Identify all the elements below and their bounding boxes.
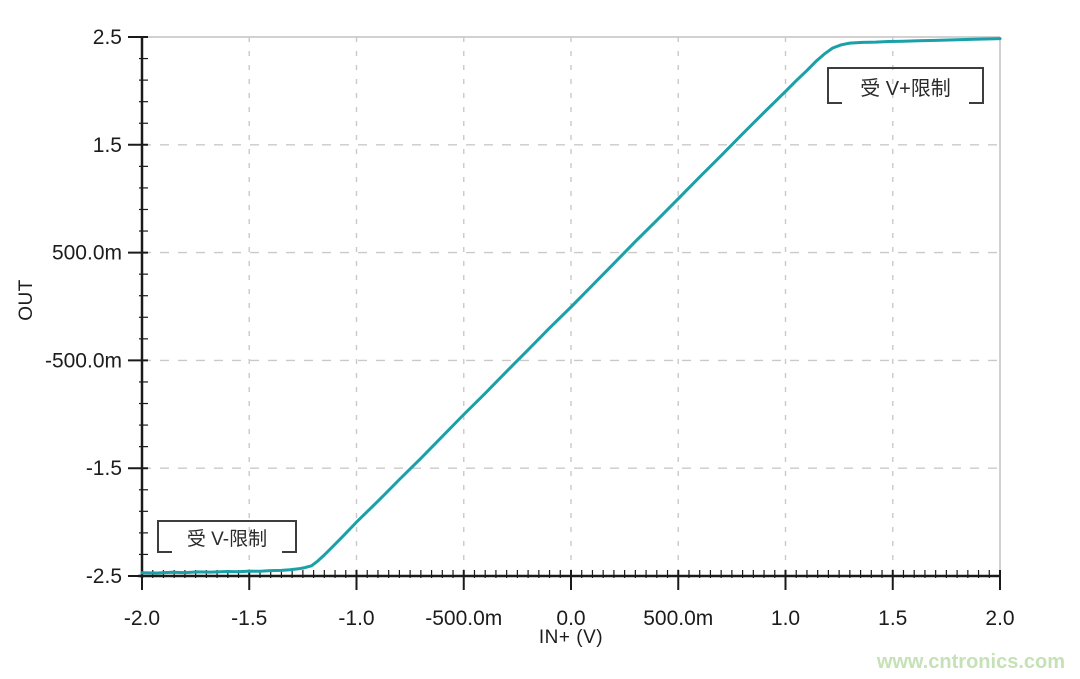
y-tick-label: -500.0m bbox=[45, 349, 122, 372]
annotation-v-minus-text: 受 V-限制 bbox=[186, 529, 268, 550]
x-tick-label: 500.0m bbox=[643, 607, 713, 630]
y-tick-label: -2.5 bbox=[86, 565, 122, 588]
transfer-curve bbox=[140, 37, 1002, 575]
annotation-v-plus-text: 受 V+限制 bbox=[860, 78, 951, 100]
x-tick-label: 1.5 bbox=[878, 607, 907, 630]
y-tick-label: 2.5 bbox=[93, 26, 122, 49]
watermark: www.cntronics.com bbox=[876, 651, 1065, 673]
x-tick-label: -1.0 bbox=[338, 607, 374, 630]
y-tick-label: 500.0m bbox=[52, 242, 122, 265]
x-axis-title: IN+ (V) bbox=[538, 627, 604, 648]
x-tick-label: 2.0 bbox=[985, 607, 1014, 630]
y-tick-label: 1.5 bbox=[93, 134, 122, 157]
annotation-v-plus-limit: 受 V+限制 bbox=[827, 67, 984, 104]
y-tick-label: -1.5 bbox=[86, 457, 122, 480]
y-axis-title: OUT bbox=[16, 279, 37, 321]
x-tick-label: -1.5 bbox=[231, 607, 267, 630]
x-tick-label: 1.0 bbox=[771, 607, 800, 630]
annotation-v-minus-limit: 受 V-限制 bbox=[157, 520, 297, 553]
x-tick-label: 0.0 bbox=[556, 607, 585, 630]
x-tick-label: -2.0 bbox=[124, 607, 160, 630]
x-tick-label: -500.0m bbox=[425, 607, 502, 630]
